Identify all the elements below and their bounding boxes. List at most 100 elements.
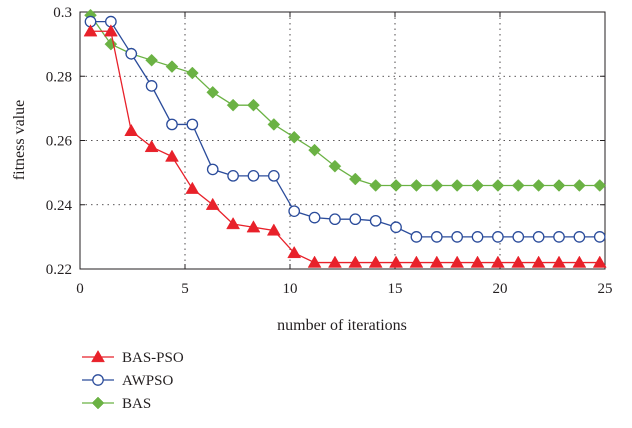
data-point-awpso <box>267 169 280 182</box>
data-point-awpso <box>206 163 219 176</box>
data-point-bas-pso <box>83 24 98 37</box>
data-point-bas <box>104 37 118 51</box>
y-axis-label: fitness value <box>11 100 28 180</box>
legend-label: BAS <box>122 396 151 412</box>
data-point-bas-pso <box>490 255 505 268</box>
data-point-awpso <box>369 214 382 227</box>
data-point-awpso <box>573 231 586 243</box>
data-point-awpso <box>247 169 260 182</box>
data-point-bas-pso <box>185 181 200 194</box>
data-point-bas <box>552 179 566 192</box>
data-point-bas-pso <box>266 223 281 236</box>
data-point-awpso <box>410 231 423 243</box>
data-point-bas <box>287 130 301 144</box>
data-point-bas <box>389 179 403 192</box>
x-tick-label: 0 <box>76 281 84 297</box>
data-point-bas-pso <box>103 24 118 37</box>
grid <box>80 12 605 269</box>
series-bas-pso <box>83 24 607 268</box>
data-point-bas <box>226 98 240 112</box>
data-point-bas-pso <box>287 245 302 259</box>
y-tick-label: 0.28 <box>46 69 72 85</box>
x-tick-label: 20 <box>493 281 508 297</box>
data-point-bas-pso <box>592 255 607 268</box>
data-point-bas-pso <box>165 149 179 162</box>
data-point-bas <box>450 179 464 192</box>
data-point-awpso <box>166 118 178 131</box>
data-point-bas-pso <box>328 255 342 268</box>
x-tick-label: 25 <box>598 281 613 297</box>
data-point-awpso <box>390 221 402 234</box>
data-point-awpso <box>349 213 362 226</box>
x-tick-label: 5 <box>181 281 189 297</box>
data-point-bas-pso <box>531 255 546 268</box>
data-point-awpso <box>145 80 158 92</box>
data-point-bas-pso <box>552 255 566 268</box>
data-point-bas <box>165 60 179 73</box>
data-point-awpso <box>430 231 443 243</box>
data-point-awpso <box>471 231 484 243</box>
data-point-bas-pso <box>450 255 465 268</box>
data-point-awpso <box>308 211 321 224</box>
legend: BAS-PSO AWPSO BAS <box>82 349 184 412</box>
y-tick-label: 0.22 <box>46 262 72 278</box>
y-tick-label: 0.3 <box>53 5 72 21</box>
data-point-awpso <box>593 231 606 243</box>
data-point-bas-pso <box>226 217 241 230</box>
data-point-bas <box>328 159 342 173</box>
data-point-awpso <box>512 231 525 243</box>
data-point-awpso <box>553 231 565 243</box>
legend-marker-awpso <box>92 374 104 386</box>
data-point-bas-pso <box>572 255 587 268</box>
data-point-bas-pso <box>409 255 424 268</box>
data-point-bas-pso <box>246 220 261 233</box>
data-point-awpso <box>125 47 138 60</box>
data-point-bas-pso <box>124 123 139 136</box>
data-point-bas <box>206 85 220 99</box>
data-point-bas <box>532 179 545 192</box>
data-point-awpso <box>532 231 545 243</box>
data-point-bas <box>348 172 362 186</box>
data-point-awpso <box>288 205 301 218</box>
data-point-awpso <box>492 231 504 243</box>
data-point-bas <box>369 179 383 192</box>
data-point-awpso <box>451 231 464 243</box>
y-tick-label: 0.26 <box>46 134 73 150</box>
legend-marker-bas <box>91 396 105 410</box>
data-point-bas <box>410 179 423 192</box>
data-point-bas-pso <box>511 255 526 268</box>
series-bas <box>84 8 607 192</box>
data-point-bas <box>593 179 607 192</box>
data-point-bas <box>511 179 525 192</box>
data-point-awpso <box>227 169 239 182</box>
data-point-awpso <box>186 118 199 131</box>
data-point-bas-pso <box>389 255 403 268</box>
legend-item-bas-pso: BAS-PSO <box>82 349 184 366</box>
data-point-bas-pso <box>348 255 363 268</box>
data-point-bas-pso <box>307 255 322 268</box>
legend-item-bas: BAS <box>82 396 151 412</box>
data-point-bas <box>573 179 586 192</box>
data-point-bas <box>267 118 281 131</box>
data-point-bas <box>491 179 505 192</box>
series-layer <box>83 8 607 268</box>
data-point-bas <box>430 179 444 192</box>
legend-marker-bas-pso <box>91 349 105 363</box>
legend-label: AWPSO <box>122 373 173 389</box>
data-point-bas <box>471 179 484 192</box>
axis-ticks: 0 5 10 15 20 25 0.22 0.24 0.26 0.28 0.3 <box>46 5 613 297</box>
data-point-bas <box>247 98 260 112</box>
data-point-bas-pso <box>144 139 159 153</box>
x-tick-label: 10 <box>283 281 298 297</box>
y-tick-label: 0.24 <box>46 198 73 214</box>
x-axis-label: number of iterations <box>277 317 407 334</box>
data-point-bas-pso <box>205 197 220 210</box>
data-point-bas <box>185 66 199 80</box>
data-point-bas <box>145 53 158 67</box>
data-point-awpso <box>329 213 341 226</box>
data-point-bas-pso <box>470 255 485 268</box>
series-awpso <box>84 15 606 243</box>
x-tick-label: 15 <box>388 281 403 297</box>
data-point-bas-pso <box>368 255 383 268</box>
